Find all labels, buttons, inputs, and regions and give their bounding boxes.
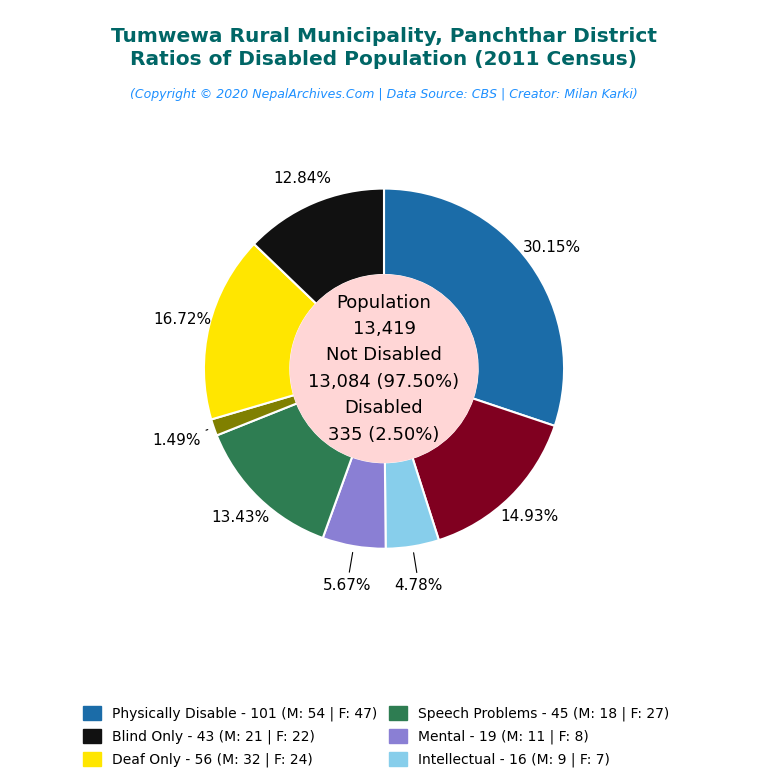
Text: 13.43%: 13.43% — [211, 510, 269, 525]
Text: 12.84%: 12.84% — [273, 170, 332, 186]
Text: 16.72%: 16.72% — [154, 312, 212, 327]
Wedge shape — [211, 395, 297, 435]
Wedge shape — [384, 189, 564, 426]
Text: 1.49%: 1.49% — [152, 429, 208, 448]
Legend: Physically Disable - 101 (M: 54 | F: 47), Blind Only - 43 (M: 21 | F: 22), Deaf : Physically Disable - 101 (M: 54 | F: 47)… — [83, 706, 685, 768]
Text: (Copyright © 2020 NepalArchives.Com | Data Source: CBS | Creator: Milan Karki): (Copyright © 2020 NepalArchives.Com | Da… — [130, 88, 638, 101]
Circle shape — [290, 275, 478, 462]
Text: 4.78%: 4.78% — [395, 553, 443, 593]
Text: Tumwewa Rural Municipality, Panchthar District
Ratios of Disabled Population (20: Tumwewa Rural Municipality, Panchthar Di… — [111, 27, 657, 69]
Wedge shape — [254, 189, 384, 304]
Text: 5.67%: 5.67% — [323, 552, 372, 593]
Text: Population
13,419
Not Disabled
13,084 (97.50%)
Disabled
335 (2.50%): Population 13,419 Not Disabled 13,084 (9… — [309, 293, 459, 444]
Text: 30.15%: 30.15% — [523, 240, 581, 255]
Wedge shape — [385, 458, 439, 548]
Wedge shape — [412, 399, 554, 540]
Text: 14.93%: 14.93% — [500, 508, 558, 524]
Wedge shape — [217, 403, 353, 538]
Wedge shape — [323, 457, 386, 548]
Wedge shape — [204, 244, 316, 419]
